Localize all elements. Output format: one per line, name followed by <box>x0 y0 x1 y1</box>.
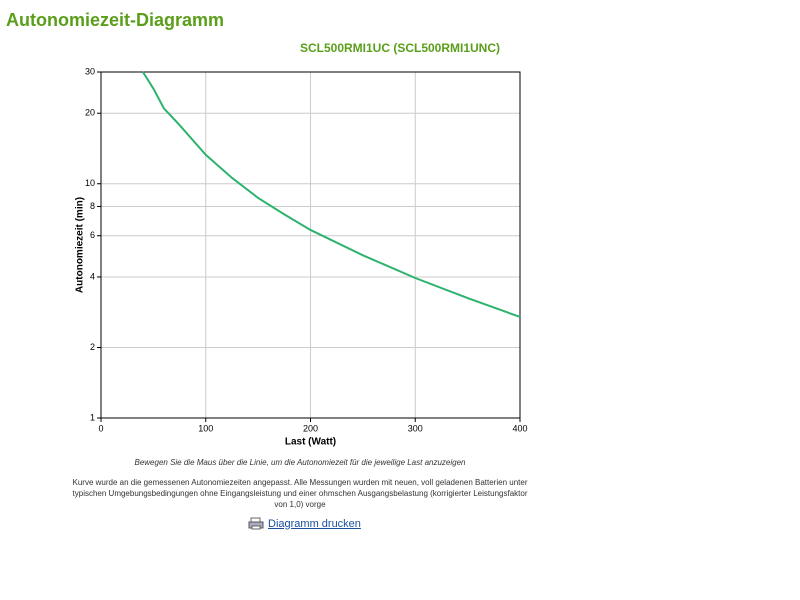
printer-icon <box>248 517 264 530</box>
x-tick-label: 300 <box>408 423 423 433</box>
y-axis-label: Autonomiezeit (min) <box>75 197 86 293</box>
y-tick-label: 2 <box>90 342 95 352</box>
x-tick-label: 100 <box>198 423 213 433</box>
x-axis-label: Last (Watt) <box>285 437 336 448</box>
y-tick-label: 8 <box>90 201 95 211</box>
chart-title: SCL500RMI1UC (SCL500RMI1UNC) <box>299 41 501 55</box>
y-tick-label: 6 <box>90 230 95 240</box>
hint: Bewegen Sie die Maus über die Linie, um … <box>134 458 466 467</box>
note: Kurve wurde an die gemessenen Autonomiez… <box>72 478 528 509</box>
x-tick-label: 0 <box>98 423 103 433</box>
page-title: Autonomiezeit-Diagramm <box>6 10 225 30</box>
plot-frame <box>100 71 521 419</box>
y-tick-label: 1 <box>90 412 95 422</box>
y-tick-label: 10 <box>85 178 95 188</box>
print-link-box[interactable]: Diagramm drucken <box>248 517 361 530</box>
x-tick-label: 400 <box>512 423 527 433</box>
y-tick-label: 20 <box>85 108 95 118</box>
curve <box>142 71 521 318</box>
x-tick-label: 200 <box>303 423 318 433</box>
y-tick-label: 30 <box>85 66 95 76</box>
print-link[interactable]: Diagramm drucken <box>268 517 361 530</box>
y-tick-label: 4 <box>90 271 95 281</box>
